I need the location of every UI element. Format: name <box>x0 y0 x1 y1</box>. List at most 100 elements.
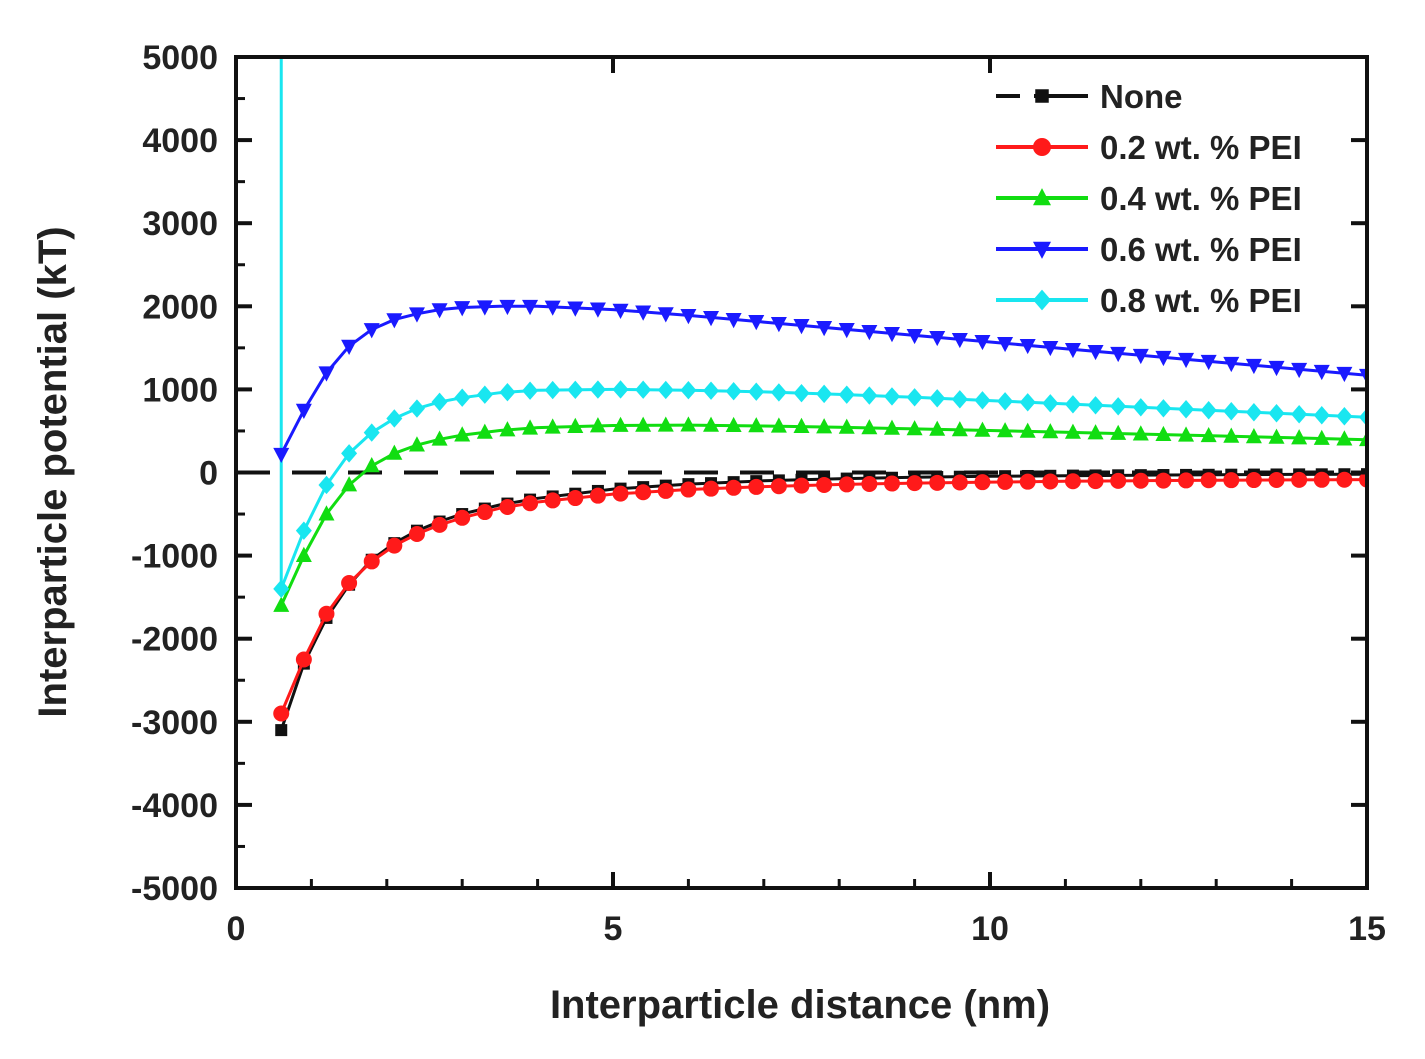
y-tick-label-7: 2000 <box>142 288 218 326</box>
series-3-point-28 <box>906 328 923 345</box>
legend-marker-4 <box>1033 289 1051 311</box>
series-4-point-12 <box>544 380 561 400</box>
x-tick-label-2: 10 <box>971 910 1009 948</box>
legend-item-1: 0.2 wt. % PEI <box>996 129 1302 166</box>
series-1-point-4 <box>363 553 380 570</box>
series-3-point-36 <box>1087 344 1104 361</box>
series-3 <box>273 299 1367 464</box>
legend-item-4: 0.8 wt. % PEI <box>996 282 1302 319</box>
series-2-point-14 <box>589 417 606 433</box>
series-4-point-7 <box>431 392 448 412</box>
series-1-point-22 <box>770 478 787 495</box>
series-4-point-28 <box>906 388 923 407</box>
series-4-point-5 <box>386 409 403 428</box>
series-3-point-14 <box>589 302 606 318</box>
series-2-point-5 <box>386 444 403 460</box>
series-1-point-15 <box>612 485 629 502</box>
series-1-point-44 <box>1268 471 1285 488</box>
series-3-point-9 <box>476 300 493 316</box>
axes: 0 5 10 15 -5000 -4000 -3000 -2000 -1000 0 1000 2000… <box>131 39 1386 948</box>
series-1-point-29 <box>929 474 946 491</box>
series-1-point-9 <box>476 504 493 521</box>
y-tick-label-0: -5000 <box>131 870 218 908</box>
series-2-point-35 <box>1064 423 1081 439</box>
series-2-point-46 <box>1313 429 1330 445</box>
x-axis-title: Interparticle distance (nm) <box>550 983 1050 1027</box>
series-1-point-6 <box>408 525 425 542</box>
series-2-point-39 <box>1155 425 1172 442</box>
legend-label-4: 0.8 wt. % PEI <box>1100 282 1302 319</box>
series-3-point-8 <box>454 301 471 317</box>
series-1-point-34 <box>1042 473 1059 490</box>
series-4-point-25 <box>838 385 855 404</box>
series-1-point-12 <box>544 492 561 509</box>
legend-label-1: 0.2 wt. % PEI <box>1100 129 1302 166</box>
series-2-point-33 <box>1019 422 1036 438</box>
legend-label-3: 0.6 wt. % PEI <box>1100 231 1302 268</box>
series-3-point-24 <box>816 321 833 337</box>
series-1-point-10 <box>499 498 516 515</box>
series-3-point-2 <box>318 366 335 382</box>
y-tick-label-9: 4000 <box>142 122 218 160</box>
series-1-point-1 <box>295 651 312 668</box>
series-3-point-12 <box>544 300 561 316</box>
series-1-point-18 <box>680 481 697 498</box>
series-4-point-8 <box>454 388 471 407</box>
series-2-point-21 <box>748 417 765 433</box>
series-3-point-16 <box>635 305 652 321</box>
series-2-point-22 <box>770 417 787 433</box>
series-1-point-32 <box>997 473 1014 490</box>
series-1-point-47 <box>1336 471 1353 488</box>
series-1-point-27 <box>883 475 900 492</box>
series-2-point-7 <box>431 430 448 446</box>
series-4-point-3 <box>341 444 358 463</box>
series-1-point-39 <box>1155 472 1172 489</box>
series-4-point-27 <box>883 387 900 406</box>
series-3-point-3 <box>341 339 358 355</box>
series-1-point-13 <box>567 490 584 507</box>
series-2-point-9 <box>476 423 493 439</box>
series-2-point-12 <box>544 418 561 434</box>
series-4-point-43 <box>1245 403 1262 422</box>
series-4-point-24 <box>816 384 833 404</box>
series-2-point-15 <box>612 416 629 432</box>
series-3-point-11 <box>522 299 539 316</box>
series-1-point-16 <box>635 484 652 501</box>
series-4-point-10 <box>499 383 516 402</box>
series-line-0 <box>279 472 1367 731</box>
series-1-point-5 <box>386 537 403 554</box>
series-1-point-3 <box>341 575 358 592</box>
legend-marker-2 <box>1033 188 1051 206</box>
series-4-point-2 <box>318 475 335 495</box>
series-2-point-34 <box>1042 423 1059 439</box>
y-axis-title: Interparticle potential (kT) <box>31 226 75 717</box>
series-2-point-30 <box>951 421 968 437</box>
series-3-point-0 <box>273 447 290 464</box>
series-1-point-24 <box>816 476 833 493</box>
series-4-point-39 <box>1155 399 1172 418</box>
legend-item-0: None <box>996 78 1183 115</box>
series-3-point-44 <box>1268 360 1285 377</box>
series-3-point-37 <box>1110 346 1127 363</box>
series-3-point-29 <box>929 330 946 347</box>
series-1-point-31 <box>974 474 991 491</box>
series-2-point-2 <box>318 505 335 521</box>
series-line-1 <box>279 478 1367 715</box>
series-2-point-16 <box>635 416 652 432</box>
series-3-point-13 <box>567 301 584 317</box>
series-0 <box>275 468 1367 737</box>
series-4-point-31 <box>974 391 991 410</box>
series-2-point-18 <box>680 416 697 432</box>
series-2-point-1 <box>295 546 312 562</box>
series-2-point-32 <box>997 422 1014 438</box>
y-tick-label-2: -3000 <box>131 704 218 742</box>
y-tick-label-8: 3000 <box>142 205 218 243</box>
series-1-point-28 <box>906 475 923 492</box>
series-4-point-47 <box>1336 407 1353 426</box>
series-2-point-19 <box>703 416 720 432</box>
series-1-point-25 <box>838 476 855 493</box>
legend-marker-0 <box>1035 89 1049 103</box>
series-2-point-11 <box>522 419 539 435</box>
series-4-point-20 <box>725 382 742 401</box>
series-2-point-28 <box>906 420 923 436</box>
